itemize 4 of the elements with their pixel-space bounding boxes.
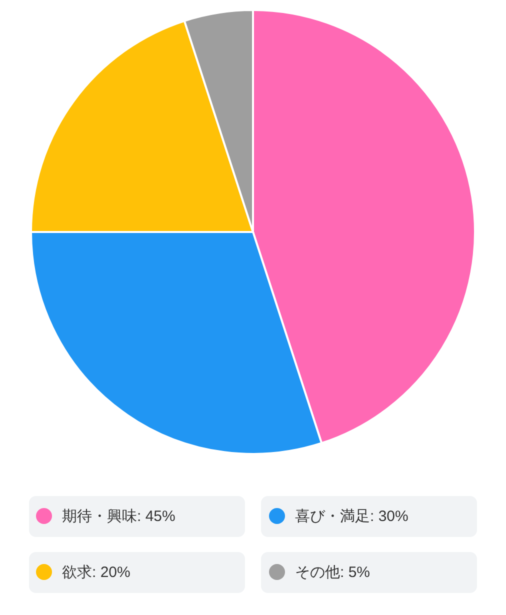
legend-label: 欲求: 20%: [62, 564, 130, 581]
legend-label: 喜び・満足: 30%: [295, 508, 408, 525]
legend-label: 期待・興味: 45%: [62, 508, 176, 525]
legend-label: その他: 5%: [295, 564, 370, 581]
